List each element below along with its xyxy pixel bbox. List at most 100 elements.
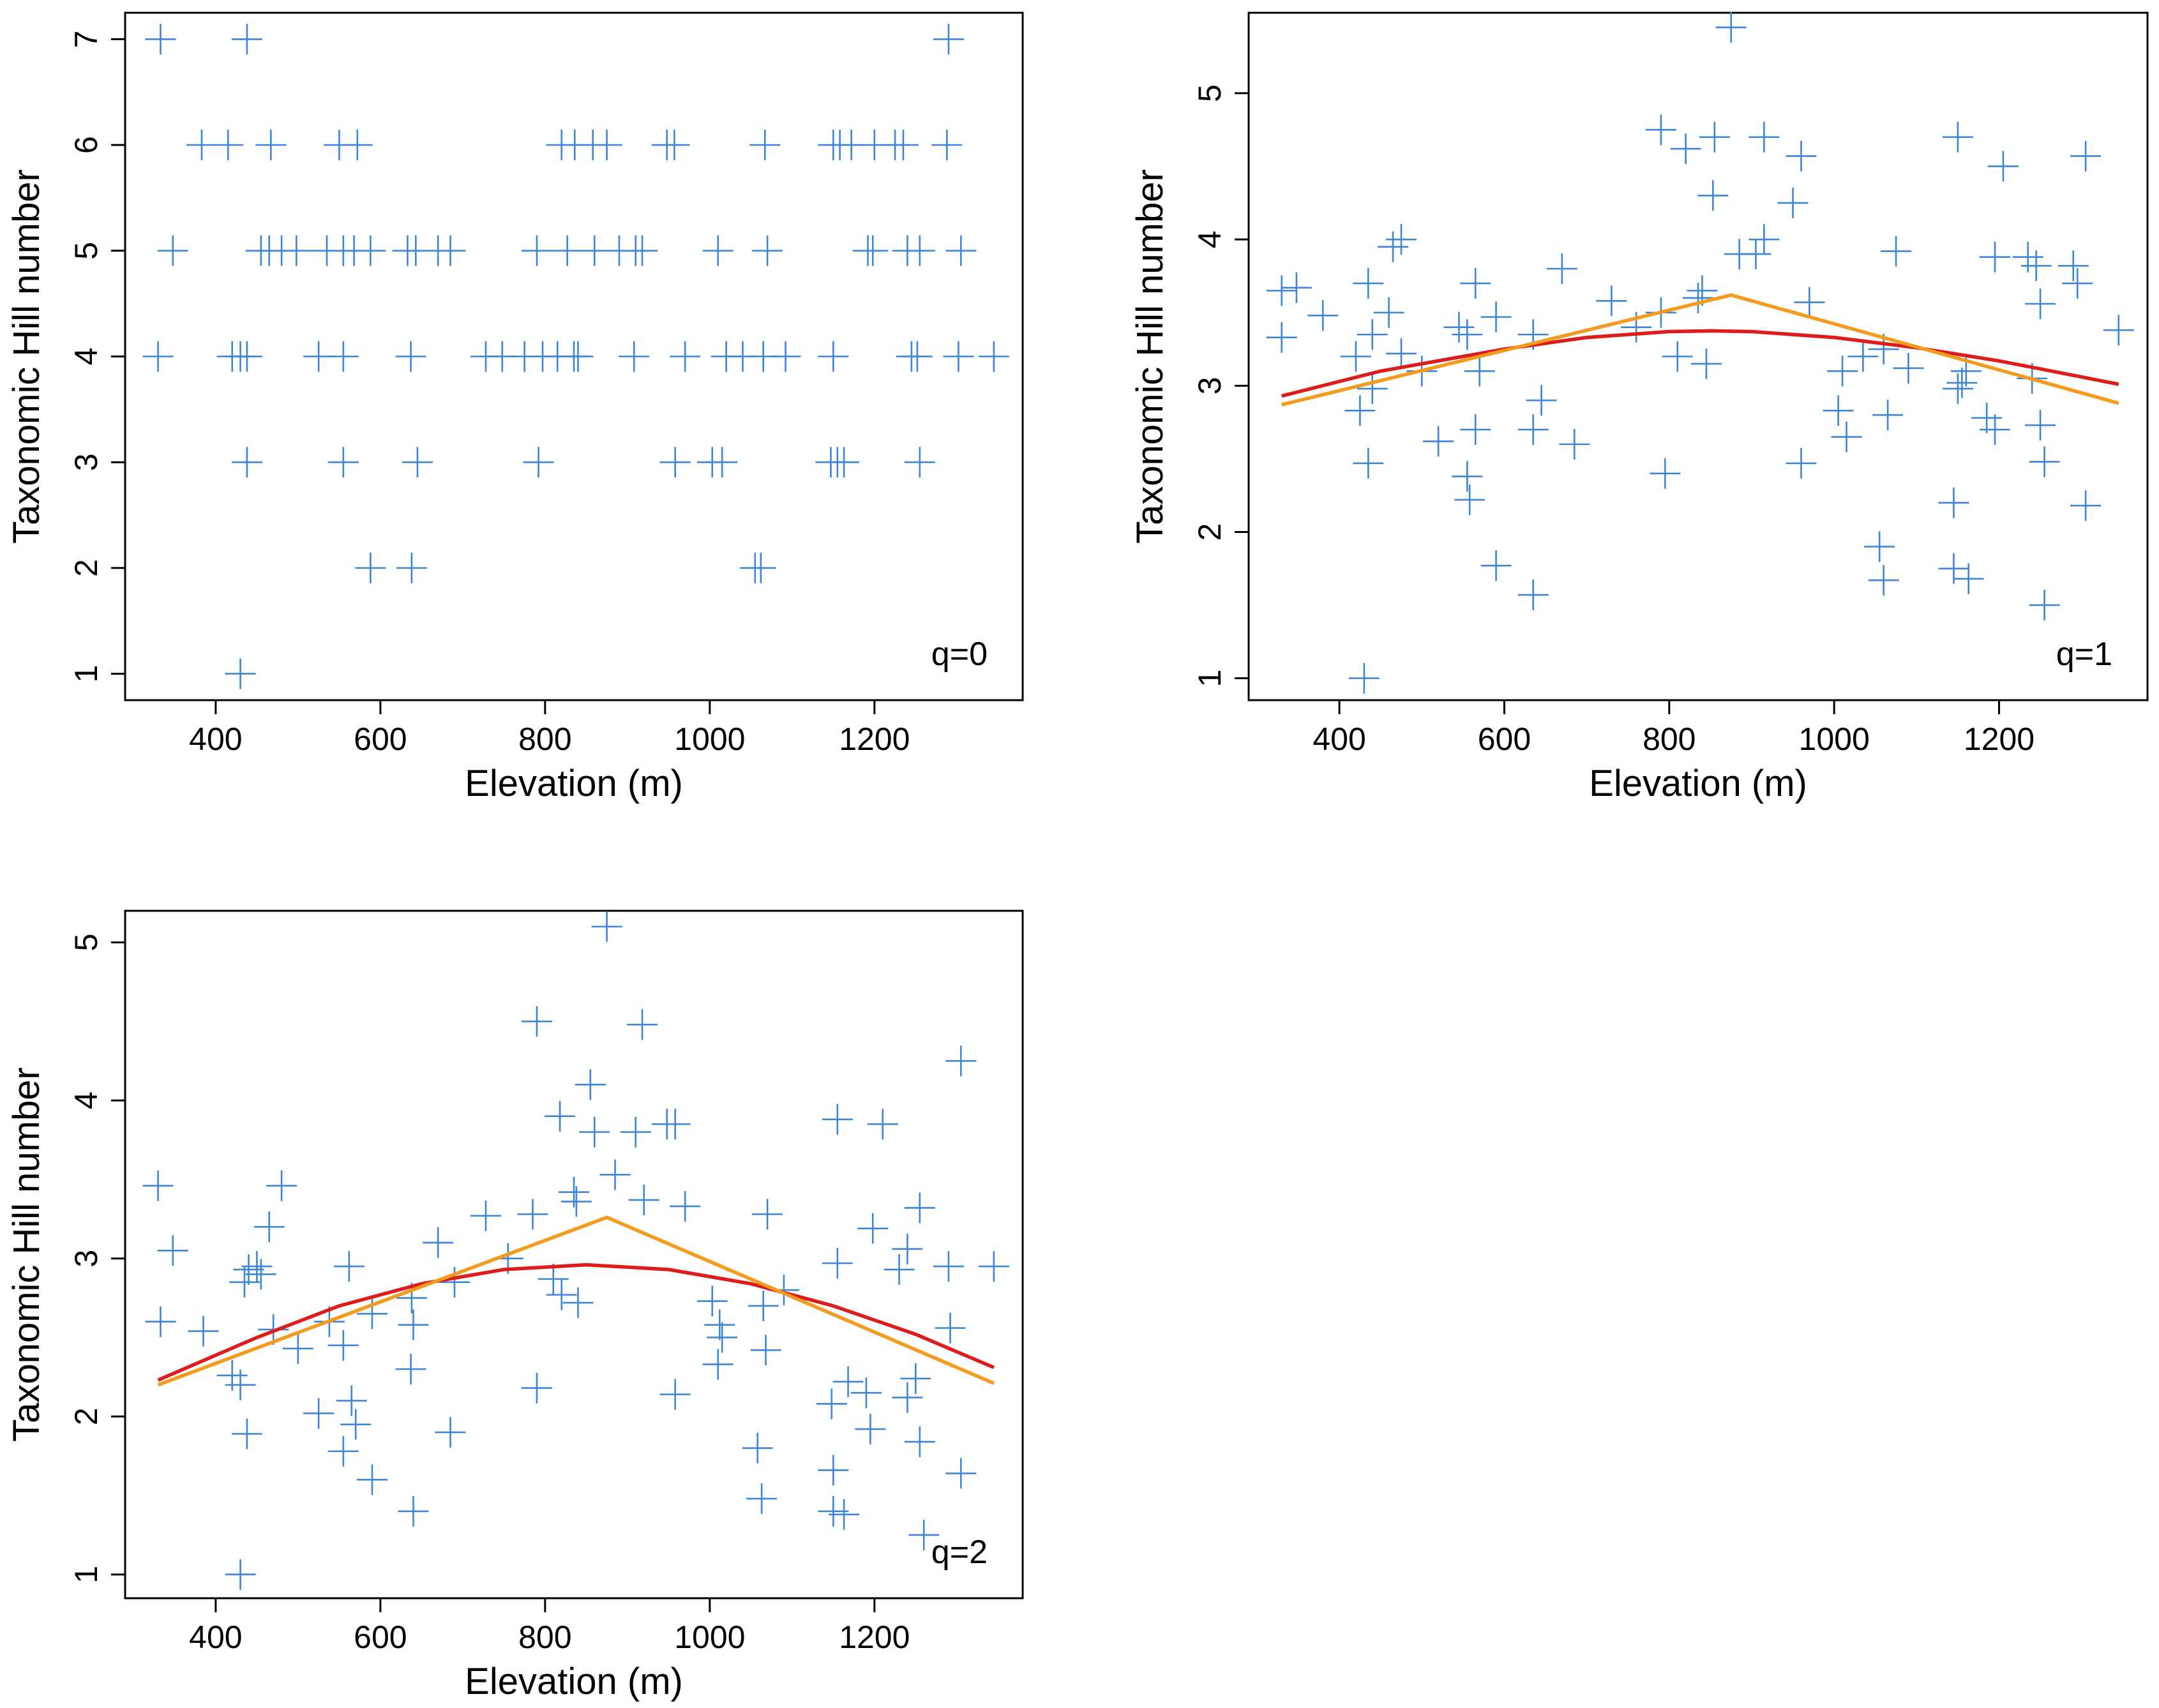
y-tick-label: 3 — [1192, 377, 1228, 394]
data-point — [1373, 297, 1404, 328]
data-point — [707, 447, 738, 478]
data-point — [229, 1266, 260, 1298]
data-point — [908, 1519, 940, 1550]
data-point — [327, 447, 359, 478]
data-point — [670, 341, 701, 372]
data-point — [395, 341, 426, 372]
data-point — [1353, 267, 1384, 299]
y-tick-label: 2 — [68, 559, 104, 577]
data-point — [1987, 151, 2019, 182]
data-point — [867, 1109, 898, 1140]
y-axis-title: Taxonomic Hill number — [6, 1067, 47, 1442]
data-point — [538, 1263, 569, 1294]
x-tick-label: 600 — [354, 721, 407, 757]
x-axis: 400 600 800 1000 1200 — [1313, 700, 2035, 757]
data-point — [818, 1455, 849, 1486]
data-point — [423, 1227, 454, 1258]
y-tick-label: 5 — [68, 242, 104, 260]
data-points — [142, 911, 1009, 1590]
data-point — [887, 130, 919, 161]
y-tick-label: 4 — [1192, 230, 1228, 248]
data-point — [1596, 285, 1627, 317]
data-point — [659, 447, 691, 478]
data-point — [1946, 367, 1978, 398]
data-point — [231, 1418, 262, 1450]
data-point — [591, 911, 622, 942]
chart-panel-2: 400 600 800 1000 1200 1 2 3 4 5 Elevation (m) Taxon… — [1129, 11, 2149, 804]
data-point — [850, 1377, 882, 1409]
data-point — [884, 1254, 915, 1285]
data-point — [281, 235, 312, 266]
data-point — [225, 1559, 256, 1590]
data-point — [545, 1100, 576, 1132]
data-point — [188, 1315, 219, 1347]
data-point — [1670, 133, 1701, 165]
y-tick-label: 5 — [68, 934, 104, 952]
data-point — [1662, 341, 1693, 372]
x-axis: 400 600 800 1000 1200 — [189, 1598, 910, 1655]
data-point — [1786, 140, 1817, 172]
data-point — [439, 1266, 470, 1298]
data-point — [216, 1360, 248, 1391]
plot-frame — [124, 910, 1024, 1599]
data-point — [945, 1458, 977, 1489]
data-point — [523, 447, 554, 478]
data-point — [1344, 395, 1376, 426]
data-point — [659, 1109, 691, 1140]
data-point — [2029, 590, 2060, 621]
data-point — [266, 1170, 297, 1201]
quadratic-fit-line — [157, 1262, 995, 1382]
data-point — [1872, 400, 1904, 431]
data-point — [1942, 373, 1973, 404]
quadratic-fit-line — [1281, 329, 2119, 398]
data-point — [943, 341, 974, 372]
data-point — [157, 1235, 188, 1266]
data-point — [1864, 531, 1895, 562]
data-point — [1526, 385, 1557, 416]
data-point — [233, 1254, 264, 1285]
data-point — [1443, 311, 1475, 343]
data-point — [1340, 341, 1371, 372]
x-axis-title: Elevation (m) — [1589, 763, 1807, 804]
data-points — [142, 24, 1009, 689]
data-point — [245, 1259, 276, 1290]
data-point — [355, 235, 386, 266]
data-point — [575, 1069, 606, 1100]
data-point — [559, 1176, 589, 1208]
data-point — [1517, 414, 1549, 446]
data-point — [1740, 239, 1772, 270]
y-tick-label: 1 — [68, 665, 104, 683]
data-point — [857, 235, 889, 266]
data-point — [935, 1312, 966, 1344]
data-point — [900, 1363, 931, 1394]
data-point — [670, 1190, 701, 1222]
y-tick-label: 7 — [68, 31, 104, 49]
x-tick-label: 1200 — [1964, 721, 2035, 757]
x-tick-label: 1200 — [839, 1619, 910, 1655]
segmented-fit-line — [157, 1215, 995, 1387]
y-tick-label: 1 — [1192, 670, 1228, 687]
data-point — [396, 552, 427, 583]
x-tick-label: 600 — [1478, 721, 1531, 757]
data-point — [945, 235, 977, 266]
data-point — [579, 1116, 610, 1148]
data-point — [1266, 322, 1297, 353]
data-point — [2012, 241, 2043, 273]
data-point — [627, 1009, 658, 1040]
data-point — [336, 1385, 367, 1416]
data-point — [142, 341, 174, 372]
x-tick-label: 800 — [518, 1619, 571, 1655]
y-tick-label: 2 — [68, 1407, 104, 1425]
data-point — [832, 1366, 864, 1397]
data-point — [225, 658, 256, 689]
data-point — [1786, 447, 1817, 479]
data-point — [933, 24, 964, 55]
data-point — [2103, 315, 2134, 346]
segmented-fit-line — [1281, 293, 2119, 407]
panel-label: q=2 — [931, 1534, 988, 1571]
data-point — [818, 341, 849, 372]
data-point — [742, 1432, 773, 1464]
data-point — [1827, 356, 1858, 387]
y-tick-label: 4 — [68, 348, 104, 366]
